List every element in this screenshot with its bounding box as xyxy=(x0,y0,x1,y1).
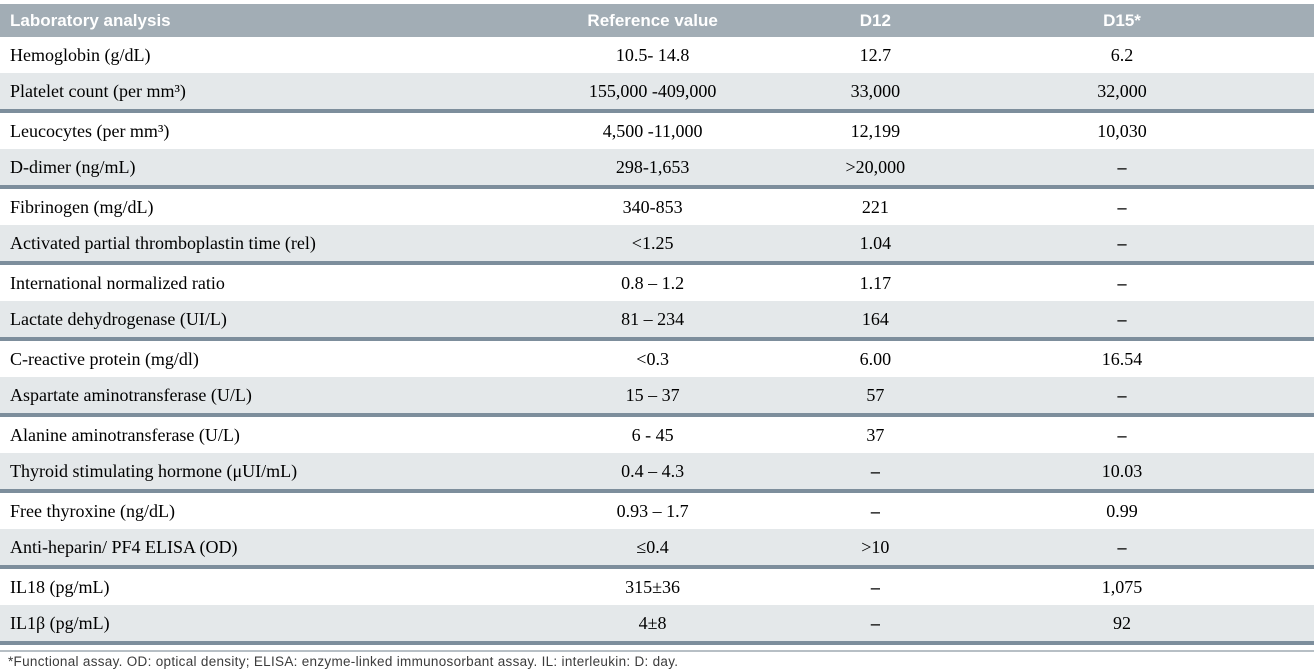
lab-analysis-figure: Laboratory analysis Reference value D12 … xyxy=(0,4,1314,669)
d12-value: 57 xyxy=(768,377,982,417)
analysis-label: C-reactive protein (mg/dl) xyxy=(0,339,537,377)
d15-value: 92 xyxy=(982,605,1314,645)
analysis-label: Alanine aminotransferase (U/L) xyxy=(0,415,537,453)
reference-value: 155,000 -409,000 xyxy=(536,73,769,113)
reference-value: 315±36 xyxy=(536,567,769,605)
d12-value: – xyxy=(768,605,982,645)
table-row: Hemoglobin (g/dL) 10.5- 14.8 12.7 6.2 xyxy=(0,37,1314,73)
d12-value: – xyxy=(768,453,982,493)
reference-value: 4,500 -11,000 xyxy=(536,111,769,149)
table-header: Laboratory analysis Reference value D12 … xyxy=(0,4,1314,37)
table-row: Fibrinogen (mg/dL) 340-853 221– xyxy=(0,187,1314,225)
d15-value: 10,030 xyxy=(982,111,1314,149)
table-row: Platelet count (per mm³) 155,000 -409,000… xyxy=(0,73,1314,113)
d12-value: 164 xyxy=(768,301,982,341)
d12-value: 1.04 xyxy=(768,225,982,265)
reference-value: 0.4 – 4.3 xyxy=(536,453,769,493)
d15-value: 16.54 xyxy=(982,339,1314,377)
reference-value: <0.3 xyxy=(536,339,769,377)
reference-value: 10.5- 14.8 xyxy=(536,37,769,73)
d12-value: >10 xyxy=(768,529,982,569)
analysis-label: Activated partial thromboplastin time (r… xyxy=(0,225,537,265)
analysis-label: International normalized ratio xyxy=(0,263,537,301)
analysis-label: Thyroid stimulating hormone (μUI/mL) xyxy=(0,453,537,493)
d15-value: – xyxy=(982,301,1314,341)
table-row: Lactate dehydrogenase (UI/L) 81 – 234 164– xyxy=(0,301,1314,341)
d15-value: – xyxy=(982,415,1314,453)
d15-value: 10.03 xyxy=(982,453,1314,493)
analysis-label: Lactate dehydrogenase (UI/L) xyxy=(0,301,537,341)
d15-value: 32,000 xyxy=(982,73,1314,113)
d15-value: – xyxy=(982,225,1314,265)
d12-value: 33,000 xyxy=(768,73,982,113)
col-header-d15: D15* xyxy=(982,4,1314,37)
d15-value: – xyxy=(982,149,1314,189)
bottom-divider xyxy=(0,650,1314,652)
table-row: Anti-heparin/ PF4 ELISA (OD) ≤0.4 >10– xyxy=(0,529,1314,569)
table-row: International normalized ratio 0.8 – 1.2 1… xyxy=(0,263,1314,301)
reference-value: 0.8 – 1.2 xyxy=(536,263,769,301)
table-row: Free thyroxine (ng/dL) 0.93 – 1.7–0.99 xyxy=(0,491,1314,529)
d12-value: 37 xyxy=(768,415,982,453)
d12-value: >20,000 xyxy=(768,149,982,189)
col-header-d12: D12 xyxy=(768,4,982,37)
analysis-label: Anti-heparin/ PF4 ELISA (OD) xyxy=(0,529,537,569)
reference-value: ≤0.4 xyxy=(536,529,769,569)
table-row: Alanine aminotransferase (U/L) 6 - 45 37– xyxy=(0,415,1314,453)
d12-value: 1.17 xyxy=(768,263,982,301)
table-row: Leucocytes (per mm³) 4,500 -11,000 12,199 1… xyxy=(0,111,1314,149)
reference-value: 15 – 37 xyxy=(536,377,769,417)
table-row: Aspartate aminotransferase (U/L) 15 – 37 5… xyxy=(0,377,1314,417)
lab-results-table: Laboratory analysis Reference value D12 … xyxy=(0,4,1314,645)
d12-value: – xyxy=(768,491,982,529)
analysis-label: Platelet count (per mm³) xyxy=(0,73,537,113)
d15-value: – xyxy=(982,187,1314,225)
d15-value: 0.99 xyxy=(982,491,1314,529)
reference-value: 81 – 234 xyxy=(536,301,769,341)
analysis-label: Hemoglobin (g/dL) xyxy=(0,37,537,73)
table-body: Hemoglobin (g/dL) 10.5- 14.8 12.7 6.2 Platel… xyxy=(0,37,1314,645)
table-row: IL1β (pg/mL) 4±8–92 xyxy=(0,605,1314,645)
table-row: IL18 (pg/mL) 315±36–1,075 xyxy=(0,567,1314,605)
analysis-label: D-dimer (ng/mL) xyxy=(0,149,537,189)
table-row: Activated partial thromboplastin time (r… xyxy=(0,225,1314,265)
col-header-laboratory-analysis: Laboratory analysis xyxy=(0,4,537,37)
reference-value: 340-853 xyxy=(536,187,769,225)
d15-value: 6.2 xyxy=(982,37,1314,73)
d12-value: 12.7 xyxy=(768,37,982,73)
table-row: D-dimer (ng/mL) 298-1,653 >20,000– xyxy=(0,149,1314,189)
analysis-label: Aspartate aminotransferase (U/L) xyxy=(0,377,537,417)
table-header-row: Laboratory analysis Reference value D12 … xyxy=(0,4,1314,37)
analysis-label: Leucocytes (per mm³) xyxy=(0,111,537,149)
d15-value: 1,075 xyxy=(982,567,1314,605)
reference-value: 6 - 45 xyxy=(536,415,769,453)
d12-value: 6.00 xyxy=(768,339,982,377)
analysis-label: IL18 (pg/mL) xyxy=(0,567,537,605)
analysis-label: IL1β (pg/mL) xyxy=(0,605,537,645)
table-row: C-reactive protein (mg/dl) <0.3 6.00 16.54 xyxy=(0,339,1314,377)
reference-value: 298-1,653 xyxy=(536,149,769,189)
reference-value: 0.93 – 1.7 xyxy=(536,491,769,529)
col-header-reference-value: Reference value xyxy=(536,4,769,37)
d15-value: – xyxy=(982,377,1314,417)
d12-value: 12,199 xyxy=(768,111,982,149)
table-row: Thyroid stimulating hormone (μUI/mL) 0.4 … xyxy=(0,453,1314,493)
d12-value: – xyxy=(768,567,982,605)
analysis-label: Free thyroxine (ng/dL) xyxy=(0,491,537,529)
table-footnote: *Functional assay. OD: optical density; … xyxy=(8,654,679,669)
d12-value: 221 xyxy=(768,187,982,225)
reference-value: 4±8 xyxy=(536,605,769,645)
d15-value: – xyxy=(982,263,1314,301)
analysis-label: Fibrinogen (mg/dL) xyxy=(0,187,537,225)
reference-value: <1.25 xyxy=(536,225,769,265)
d15-value: – xyxy=(982,529,1314,569)
